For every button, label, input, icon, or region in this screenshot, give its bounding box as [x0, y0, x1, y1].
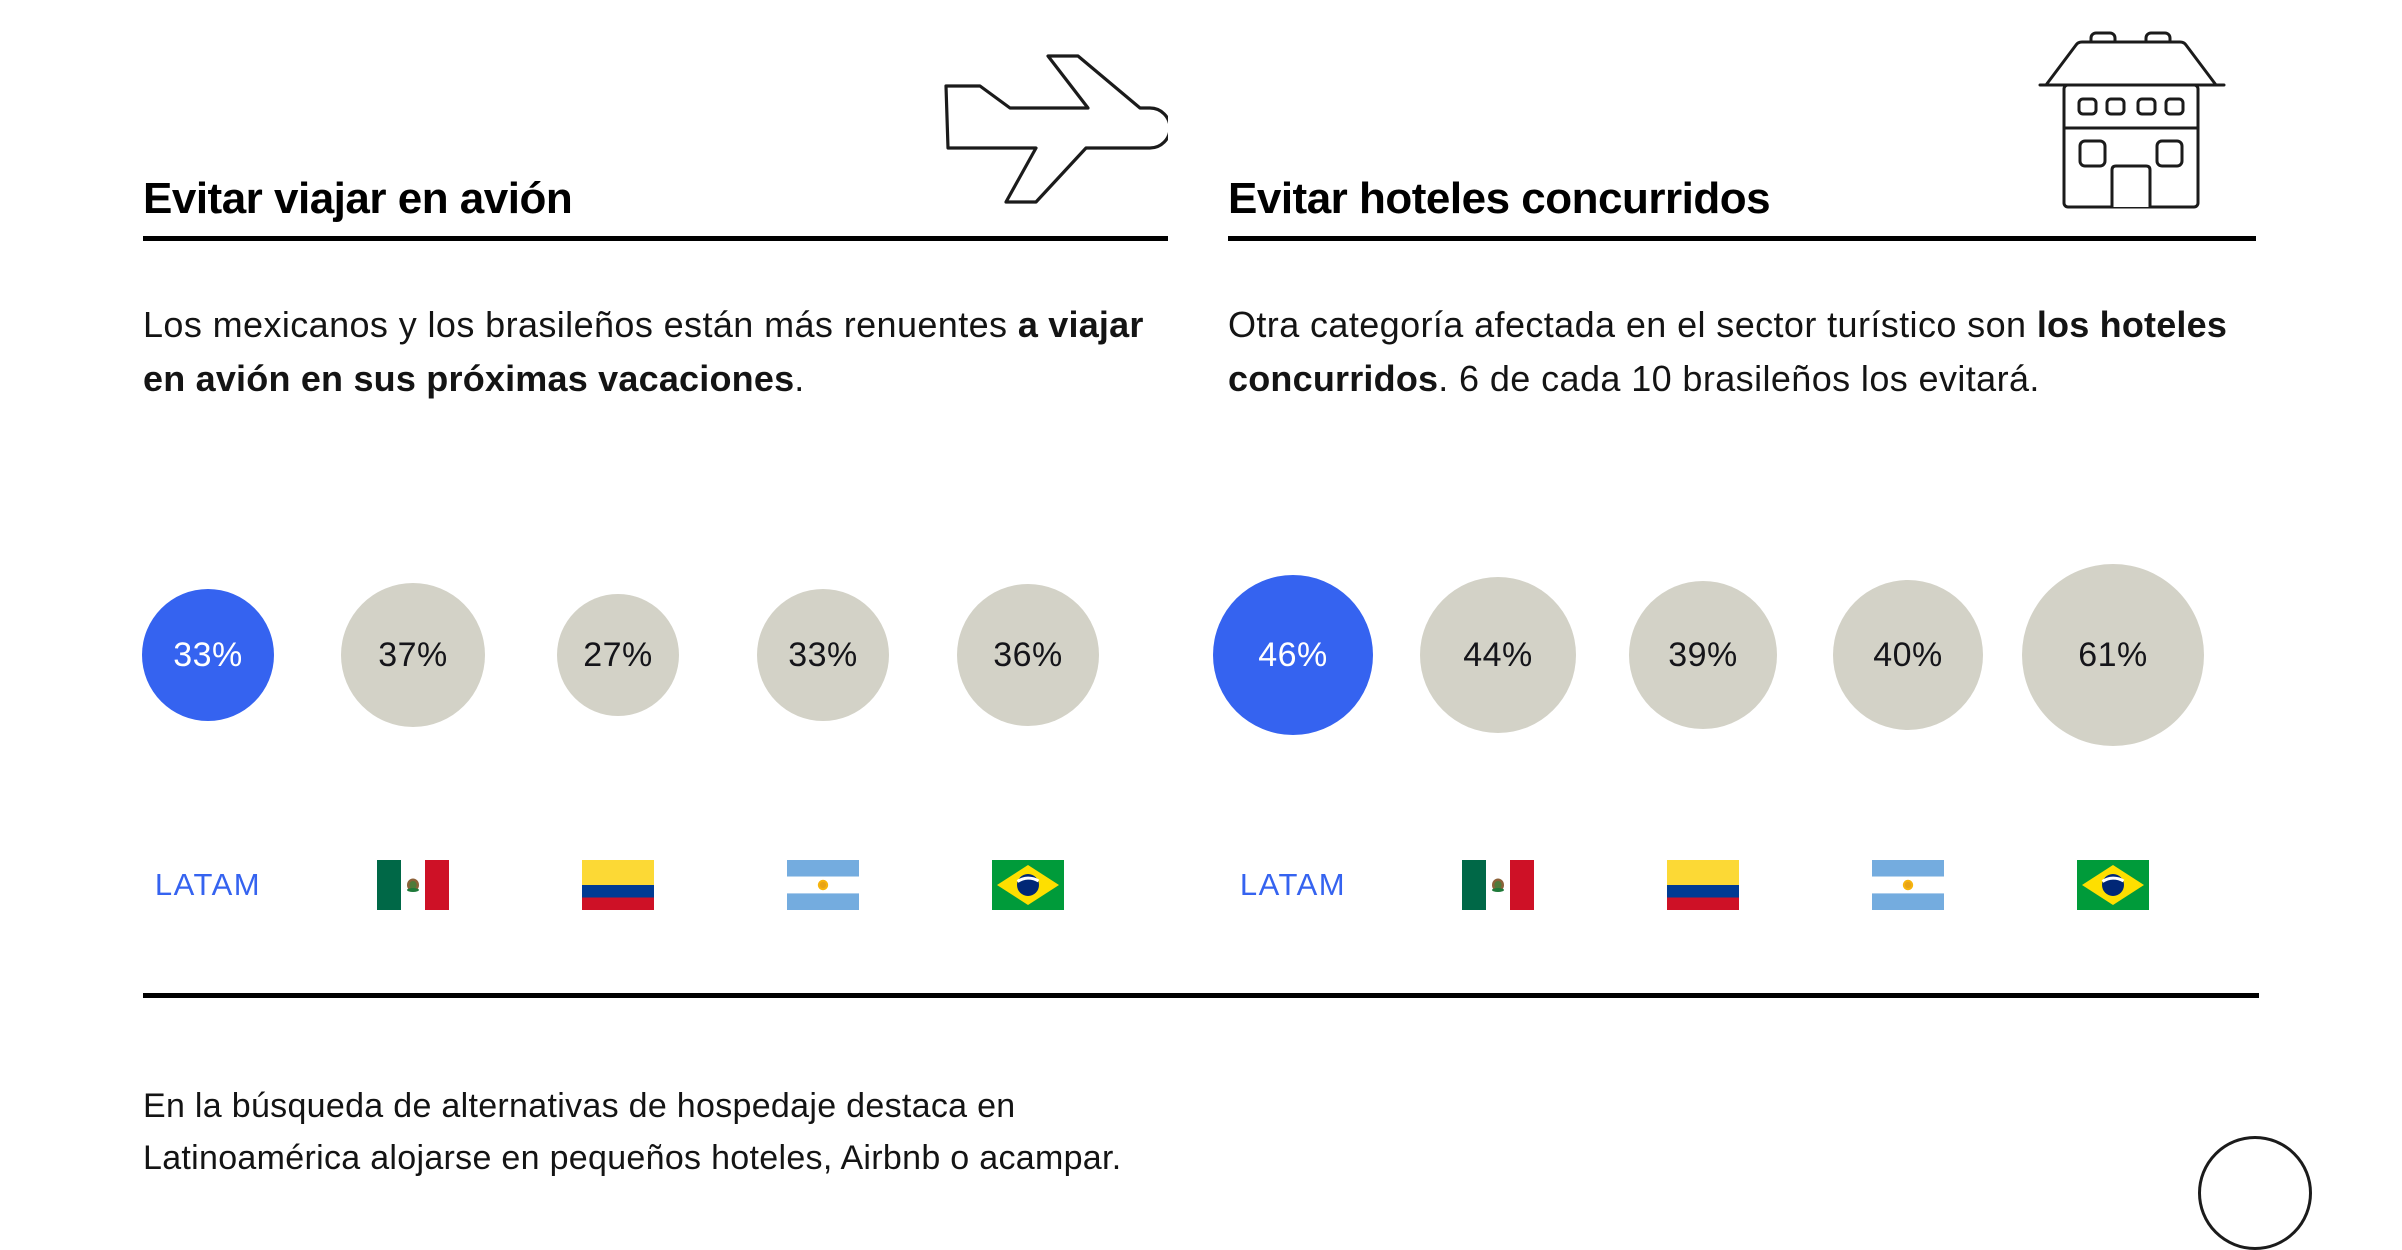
flag-brazil-icon: [992, 860, 1064, 910]
corner-circle-mark: [2198, 1136, 2312, 1250]
label-row: LATAM: [143, 830, 1168, 940]
label-cell: [1593, 830, 1813, 940]
bubble-value: 37%: [378, 636, 448, 674]
bubble-colombia: 39%: [1629, 581, 1777, 729]
page-title: Evitar viajar en avión: [143, 174, 573, 223]
bubble-cell: 40%: [1798, 555, 2018, 755]
bubble-cell: 44%: [1388, 555, 1608, 755]
bubble-cell: 33%: [713, 555, 933, 755]
bubble-brazil: 36%: [957, 584, 1099, 726]
bubble-row: 46% 44% 39% 40% 61%: [1213, 555, 2256, 755]
bubble-argentina: 33%: [757, 589, 889, 721]
bubble-cell: 36%: [918, 555, 1138, 755]
panel-avoid-crowded-hotels: Evitar hoteles concurridos Otra categorí…: [1213, 0, 2256, 1000]
label-cell: [713, 830, 933, 940]
header-divider: [1228, 236, 2256, 241]
label-cell: [1798, 830, 2018, 940]
panel-header: Evitar hoteles concurridos: [1228, 160, 2256, 250]
bubble-cell: 39%: [1593, 555, 1813, 755]
flag-argentina-icon: [787, 860, 859, 910]
bubble-brazil: 61%: [2022, 564, 2204, 746]
description-part-1: Otra categoría afectada en el sector tur…: [1228, 304, 2037, 345]
bubble-cell: 37%: [303, 555, 523, 755]
bubble-value: 33%: [173, 636, 243, 674]
bubble-latam: 33%: [142, 589, 274, 721]
hotel-icon: [2038, 0, 2238, 215]
panel-header: Evitar viajar en avión: [143, 160, 1168, 250]
header-divider: [143, 236, 1168, 241]
label-cell: [1388, 830, 1608, 940]
description-part-2: .: [794, 358, 805, 399]
label-latam: LATAM: [154, 867, 262, 902]
page-title: Evitar hoteles concurridos: [1228, 174, 1771, 223]
bubble-row: 33% 37% 27% 33% 36%: [142, 555, 1168, 755]
description-part-2: . 6 de cada 10 brasileños los evitará.: [1438, 358, 2040, 399]
flag-argentina-icon: [1872, 860, 1944, 910]
label-row: LATAM: [1228, 830, 2256, 940]
infographic-page: Evitar viajar en avión Los mexicanos y l…: [142, 0, 2312, 1250]
footer-note: En la búsqueda de alternativas de hosped…: [143, 1080, 1643, 1184]
bubble-value: 33%: [788, 636, 858, 674]
bubble-value: 27%: [583, 636, 653, 674]
bubble-latam: 46%: [1213, 575, 1373, 735]
bubble-value: 40%: [1873, 636, 1943, 674]
panel-avoid-flying: Evitar viajar en avión Los mexicanos y l…: [142, 0, 1172, 1000]
footer-line-2: Latinoamérica alojarse en pequeños hotel…: [143, 1139, 1122, 1177]
flag-colombia-icon: [1667, 860, 1739, 910]
bubble-argentina: 40%: [1833, 580, 1983, 730]
bubble-cell: 61%: [2003, 555, 2223, 755]
bubble-value: 46%: [1258, 636, 1328, 674]
footer-divider: [143, 993, 2259, 998]
label-cell: [303, 830, 523, 940]
description-bold-1: los hoteles concurridos: [1228, 304, 2228, 399]
bubble-cell: 33%: [98, 555, 318, 755]
bubble-cell: 27%: [508, 555, 728, 755]
bubble-cell: 46%: [1183, 555, 1403, 755]
flag-brazil-icon: [2077, 860, 2149, 910]
bubble-mexico: 44%: [1420, 577, 1576, 733]
description-part-1: Los mexicanos y los brasileños están más…: [143, 304, 1018, 345]
footer-line-1: En la búsqueda de alternativas de hosped…: [143, 1087, 1016, 1125]
label-cell: [508, 830, 728, 940]
bubble-value: 39%: [1668, 636, 1738, 674]
panel-description: Otra categoría afectada en el sector tur…: [1228, 298, 2256, 406]
label-latam: LATAM: [1239, 867, 1347, 902]
label-cell: LATAM: [1183, 830, 1403, 940]
bubble-value: 44%: [1463, 636, 1533, 674]
description-bold-1: a viajar en avión en sus próximas vacaci…: [143, 304, 1144, 399]
label-cell: [2003, 830, 2223, 940]
bubble-colombia: 27%: [557, 594, 679, 716]
flag-mexico-icon: [377, 860, 449, 910]
flag-mexico-icon: [1462, 860, 1534, 910]
bubble-mexico: 37%: [341, 583, 485, 727]
bubble-value: 61%: [2078, 636, 2148, 674]
flag-colombia-icon: [582, 860, 654, 910]
label-cell: LATAM: [98, 830, 318, 940]
label-cell: [918, 830, 1138, 940]
panel-description: Los mexicanos y los brasileños están más…: [143, 298, 1168, 406]
bubble-value: 36%: [993, 636, 1063, 674]
